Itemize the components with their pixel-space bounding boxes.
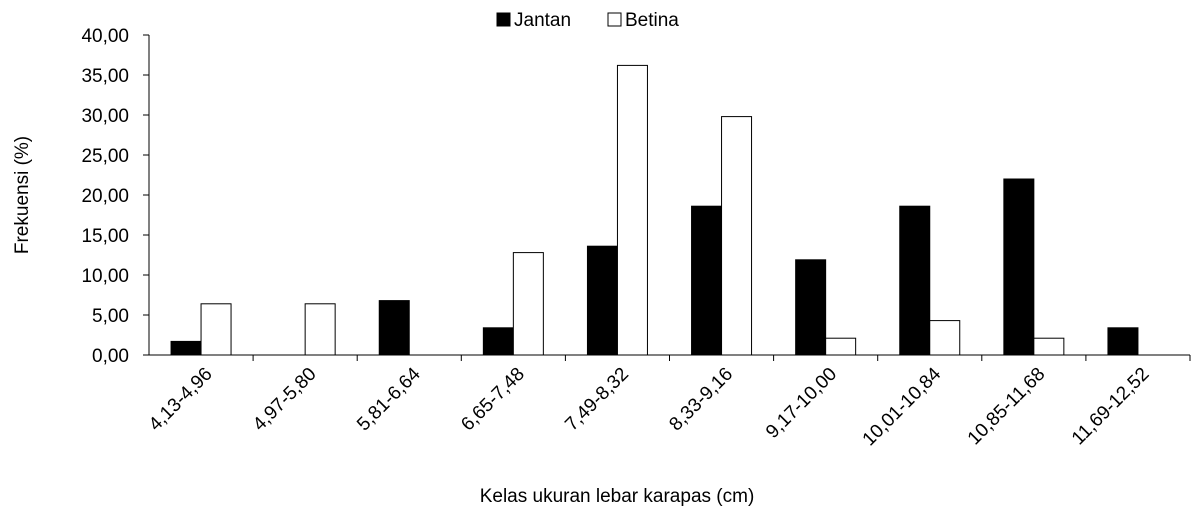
legend-label-betina: Betina [625, 10, 679, 31]
y-axis-ticks: 0,00 5,00 10,00 15,00 20,00 25,00 30,00 35,00 40… [81, 26, 149, 367]
bar-betina [929, 320, 961, 356]
x-tick-label: 10,01-10,84 [859, 363, 946, 450]
legend-swatch-jantan [496, 12, 511, 27]
bar-betina [616, 64, 648, 356]
bar-betina [512, 252, 544, 356]
x-tick-label: 10,85-11,68 [964, 364, 1050, 450]
y-tick-label: 0,00 [92, 346, 129, 367]
x-tick-label: 9,17-10,00 [762, 364, 841, 443]
y-tick-label: 15,00 [81, 226, 129, 247]
bar-jantan [586, 245, 618, 356]
x-tick-label: 4,13-4,96 [145, 364, 217, 436]
legend-swatch-betina [607, 12, 622, 27]
x-tick-label: 7,49-8,32 [561, 364, 633, 436]
x-tick-label: 11,69-12,52 [1068, 364, 1154, 450]
y-tick-label: 40,00 [81, 26, 129, 47]
bars [170, 64, 1139, 356]
x-tick-label: 5,81-6,64 [353, 363, 425, 435]
bar-jantan [378, 300, 410, 356]
bar-jantan [1107, 327, 1139, 356]
x-axis-title: Kelas ukuran lebar karapas (cm) [480, 486, 755, 507]
x-axis-ticks: 4,13-4,96 4,97-5,80 5,81-6,64 6,65-7,48 7,49… [145, 355, 1191, 450]
bar-betina [825, 337, 857, 356]
x-tick-label: 6,65-7,48 [457, 364, 529, 436]
y-tick-label: 5,00 [92, 306, 129, 327]
y-tick-label: 35,00 [81, 66, 129, 87]
bar-jantan [1003, 178, 1035, 356]
x-tick-label: 8,33-9,16 [665, 364, 737, 436]
y-tick-label: 25,00 [81, 146, 129, 167]
bar-jantan [170, 340, 202, 356]
bar-jantan [482, 327, 514, 356]
legend: Jantan Betina [496, 10, 679, 31]
y-tick-label: 10,00 [81, 266, 129, 287]
x-tick-label: 4,97-5,80 [249, 364, 321, 436]
bar-jantan [795, 259, 827, 356]
bar-jantan [899, 205, 931, 356]
y-axis-title: Frekuensi (%) [12, 136, 33, 254]
bar-betina [200, 303, 232, 356]
legend-label-jantan: Jantan [514, 10, 571, 31]
bar-betina [1033, 337, 1065, 356]
y-tick-label: 30,00 [81, 106, 129, 127]
y-tick-label: 20,00 [81, 186, 129, 207]
bar-betina [721, 116, 753, 356]
bar-jantan [691, 205, 723, 356]
bar-betina [304, 303, 336, 356]
